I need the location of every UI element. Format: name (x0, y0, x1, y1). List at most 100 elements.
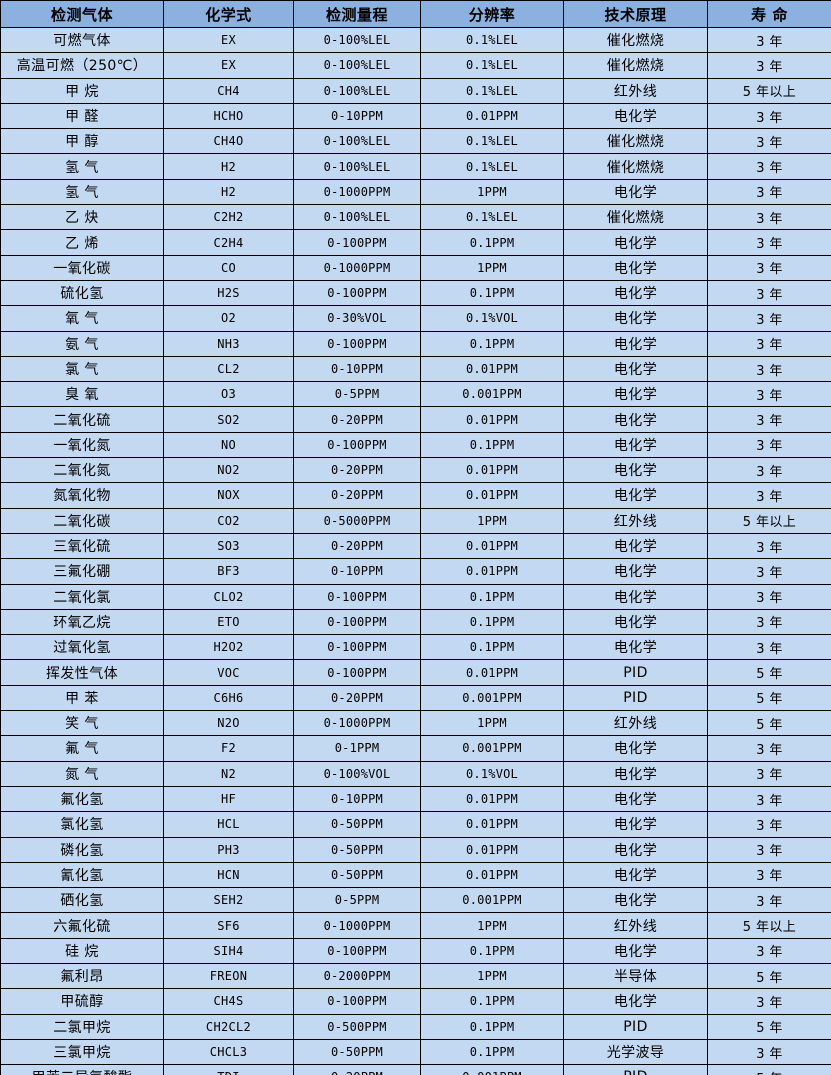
cell-life: 3 年 (707, 254, 831, 281)
cell-resolution: 0.01PPM (420, 102, 564, 130)
cell-resolution: 0.01PPM (420, 785, 564, 813)
cell-formula: CO2 (163, 507, 294, 534)
cell-principle: 催化燃烧 (563, 26, 708, 54)
cell-range: 0-20PPM (293, 532, 421, 560)
cell-gas: 二氧化氯 (0, 583, 164, 610)
cell-principle: 电化学 (563, 634, 708, 661)
cell-life: 3 年 (707, 406, 831, 433)
cell-formula: F2 (163, 735, 294, 762)
table-row: 氮 气 N2 0-100%VOL 0.1%VOL 电化学 3 年 (0, 760, 831, 787)
cell-resolution: 0.1PPM (420, 937, 564, 964)
cell-formula: HCHO (163, 102, 294, 130)
table-row: 环氧乙烷 ETO 0-100PPM 0.1PPM 电化学 3 年 (0, 608, 831, 636)
cell-formula: H2 (163, 178, 294, 206)
cell-gas: 可燃气体 (0, 26, 164, 54)
cell-formula: CH4S (163, 988, 294, 1015)
cell-resolution: 0.01PPM (420, 532, 564, 560)
cell-principle: 电化学 (563, 861, 708, 889)
cell-range: 0-5000PPM (293, 507, 421, 534)
cell-gas: 乙 炔 (0, 204, 164, 231)
cell-principle: 电化学 (563, 330, 708, 357)
table-row: 氰化氢 HCN 0-50PPM 0.01PPM 电化学 3 年 (0, 861, 831, 889)
cell-formula: C2H2 (163, 204, 294, 231)
cell-life: 3 年 (707, 204, 831, 231)
table-row: 氨 气 NH3 0-100PPM 0.1PPM 电化学 3 年 (0, 330, 831, 357)
cell-gas: 二氯甲烷 (0, 1013, 164, 1040)
table-row: 二氧化硫 SO2 0-20PPM 0.01PPM 电化学 3 年 (0, 406, 831, 433)
cell-resolution: 0.1PPM (420, 431, 564, 459)
cell-formula: H2 (163, 153, 294, 180)
cell-life: 5 年 (707, 1064, 831, 1075)
cell-resolution: 0.1%LEL (420, 77, 564, 104)
cell-resolution: 0.1PPM (420, 1013, 564, 1040)
table-row: 甲 醇 CH4O 0-100%LEL 0.1%LEL 催化燃烧 3 年 (0, 128, 831, 155)
table-row: 磷化氢 PH3 0-50PPM 0.01PPM 电化学 3 年 (0, 836, 831, 863)
cell-formula: SO3 (163, 532, 294, 560)
table-row: 硫化氢 H2S 0-100PPM 0.1PPM 电化学 3 年 (0, 279, 831, 307)
table-row: 一氧化碳 CO 0-1000PPM 1PPM 电化学 3 年 (0, 254, 831, 281)
cell-life: 3 年 (707, 52, 831, 79)
cell-resolution: 0.1%LEL (420, 128, 564, 155)
cell-range: 0-20PPM (293, 684, 421, 712)
cell-range: 0-100PPM (293, 330, 421, 357)
cell-life: 3 年 (707, 785, 831, 813)
cell-resolution: 1PPM (420, 254, 564, 281)
cell-gas: 一氧化碳 (0, 254, 164, 281)
table-row: 氯 气 CL2 0-10PPM 0.01PPM 电化学 3 年 (0, 355, 831, 383)
cell-range: 0-100PPM (293, 988, 421, 1015)
cell-formula: C2H4 (163, 229, 294, 256)
cell-resolution: 0.1PPM (420, 1038, 564, 1066)
cell-principle: 电化学 (563, 836, 708, 863)
cell-resolution: 1PPM (420, 710, 564, 737)
cell-range: 0-10PPM (293, 785, 421, 813)
cell-resolution: 0.001PPM (420, 887, 564, 914)
cell-principle: 红外线 (563, 710, 708, 737)
cell-range: 0-100%LEL (293, 128, 421, 155)
cell-resolution: 0.1PPM (420, 279, 564, 307)
cell-principle: 半导体 (563, 962, 708, 990)
table-row: 二氧化氯 CLO2 0-100PPM 0.1PPM 电化学 3 年 (0, 583, 831, 610)
cell-resolution: 0.01PPM (420, 355, 564, 383)
cell-life: 3 年 (707, 608, 831, 636)
cell-range: 0-1PPM (293, 735, 421, 762)
cell-gas: 氰化氢 (0, 861, 164, 889)
cell-range: 0-20PPM (293, 457, 421, 484)
cell-resolution: 0.01PPM (420, 811, 564, 838)
cell-formula: CLO2 (163, 583, 294, 610)
cell-resolution: 0.1%LEL (420, 204, 564, 231)
cell-principle: 电化学 (563, 279, 708, 307)
cell-resolution: 0.1%VOL (420, 305, 564, 332)
cell-principle: 电化学 (563, 457, 708, 484)
cell-formula: NH3 (163, 330, 294, 357)
cell-formula: SO2 (163, 406, 294, 433)
table-row: 一氧化氮 NO 0-100PPM 0.1PPM 电化学 3 年 (0, 431, 831, 459)
cell-life: 3 年 (707, 583, 831, 610)
cell-resolution: 0.1%LEL (420, 52, 564, 79)
cell-principle: 催化燃烧 (563, 52, 708, 79)
cell-life: 5 年以上 (707, 912, 831, 939)
cell-resolution: 0.1PPM (420, 583, 564, 610)
cell-formula: SF6 (163, 912, 294, 939)
table-row: 乙 炔 C2H2 0-100%LEL 0.1%LEL 催化燃烧 3 年 (0, 204, 831, 231)
cell-life: 3 年 (707, 102, 831, 130)
cell-formula: NO2 (163, 457, 294, 484)
cell-gas: 二氧化硫 (0, 406, 164, 433)
cell-principle: 电化学 (563, 887, 708, 914)
table-row: 三氧化硫 SO3 0-20PPM 0.01PPM 电化学 3 年 (0, 532, 831, 560)
column-header-life: 寿 命 (707, 0, 831, 28)
cell-resolution: 0.1PPM (420, 988, 564, 1015)
cell-formula: SIH4 (163, 937, 294, 964)
cell-gas: 硫化氢 (0, 279, 164, 307)
cell-formula: H2O2 (163, 634, 294, 661)
cell-life: 3 年 (707, 988, 831, 1015)
cell-range: 0-100PPM (293, 634, 421, 661)
table-row: 三氯甲烷 CHCL3 0-50PPM 0.1PPM 光学波导 3 年 (0, 1038, 831, 1066)
cell-formula: O3 (163, 381, 294, 408)
cell-life: 3 年 (707, 381, 831, 408)
table-row: 氟 气 F2 0-1PPM 0.001PPM 电化学 3 年 (0, 735, 831, 762)
cell-life: 5 年 (707, 710, 831, 737)
cell-life: 5 年 (707, 1013, 831, 1040)
cell-principle: 光学波导 (563, 1038, 708, 1066)
